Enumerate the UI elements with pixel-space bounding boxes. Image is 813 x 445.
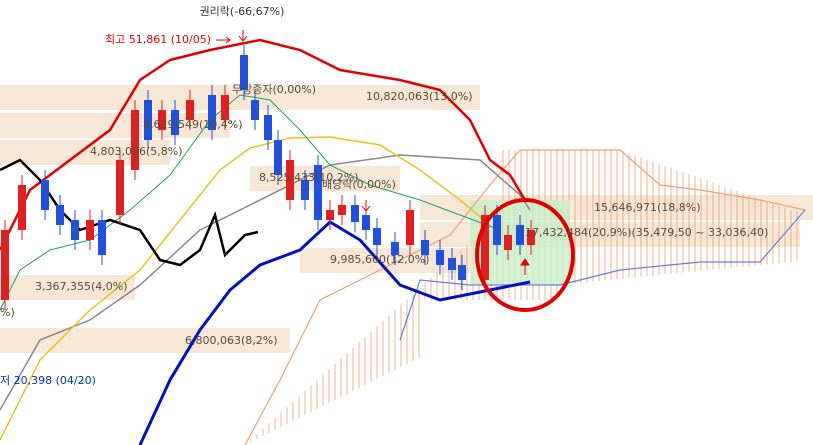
arrow xyxy=(520,258,530,275)
dividend-ex-label: 배당락(0,00%) xyxy=(322,178,396,191)
candle-body xyxy=(481,215,489,280)
volume-label: 8,629,549(10,4%) xyxy=(143,118,243,131)
ma-blue xyxy=(138,220,531,445)
arrow xyxy=(216,36,231,44)
volume-label: 10,820,063(13,0%) xyxy=(366,90,473,103)
ma-black xyxy=(0,158,259,267)
candle-body xyxy=(493,215,501,245)
candle-body xyxy=(56,205,64,225)
candle-body xyxy=(436,250,444,265)
candle-body xyxy=(251,100,259,120)
arrow xyxy=(238,30,248,42)
ma-yellow xyxy=(0,136,491,441)
candle-body xyxy=(41,180,49,210)
candle-body xyxy=(516,225,524,245)
candle-body xyxy=(527,230,535,245)
candle-body xyxy=(144,100,152,140)
profile-band xyxy=(0,275,135,300)
candle-body xyxy=(504,235,512,250)
span-a xyxy=(244,149,806,445)
candle-body xyxy=(301,180,309,200)
profile-band xyxy=(0,328,290,353)
candle-body xyxy=(18,185,26,230)
candle-body xyxy=(240,55,248,90)
candle-body xyxy=(98,220,106,255)
high-label: 최고 51,861 (10/05) xyxy=(105,33,211,46)
ma-gray xyxy=(0,154,531,411)
candle-body xyxy=(326,210,334,220)
candle-body xyxy=(373,228,381,245)
candle-body xyxy=(406,210,414,245)
volume-label: 4,803,006(5,8%) xyxy=(90,145,183,158)
candle-body xyxy=(458,265,466,280)
candle-body xyxy=(71,220,79,240)
candle-body xyxy=(314,165,322,220)
candle-body xyxy=(116,160,124,215)
candle-body xyxy=(208,95,216,130)
volume-label: 6,800,063(8,2%) xyxy=(185,334,278,347)
candle-body xyxy=(131,110,139,170)
ma-green xyxy=(0,94,501,311)
candle-body xyxy=(391,242,399,255)
bb-red xyxy=(0,38,527,251)
volume-label: 8,525,433(10,2%) xyxy=(259,171,359,184)
rights-ex-label: 권리락(-66,67%) xyxy=(200,5,285,18)
volume-label: 9,985,600(12,0%) xyxy=(330,253,430,266)
volume-label: 3,367,355(4,0%) xyxy=(35,280,128,293)
highlight-circle xyxy=(475,198,575,312)
candle-body xyxy=(86,220,94,240)
candle-body xyxy=(286,160,294,200)
candle-body xyxy=(171,110,179,135)
edge-label: %) xyxy=(0,306,15,319)
candle-body xyxy=(351,205,359,222)
candle-body xyxy=(158,110,166,130)
volume-label: 17,432,484(20,9%)(35,479,50 ~ 33,036,40) xyxy=(525,226,768,239)
span-b xyxy=(399,209,806,341)
candle-body xyxy=(362,215,370,230)
low-label: 저 20,398 (04/20) xyxy=(0,374,96,387)
candle-body xyxy=(421,240,429,255)
candle-body xyxy=(221,95,229,120)
candle-body xyxy=(274,140,282,175)
bonus-issue-label: 무상증자(0,00%) xyxy=(232,83,316,96)
candle-body xyxy=(264,115,272,140)
candle-body xyxy=(338,205,346,215)
profile-band xyxy=(0,140,170,165)
candle-body xyxy=(186,100,194,120)
candle-body xyxy=(448,258,456,270)
volume-label: 15,646,971(18,8%) xyxy=(594,201,701,214)
candle-body xyxy=(1,230,9,300)
arrow xyxy=(361,200,371,212)
